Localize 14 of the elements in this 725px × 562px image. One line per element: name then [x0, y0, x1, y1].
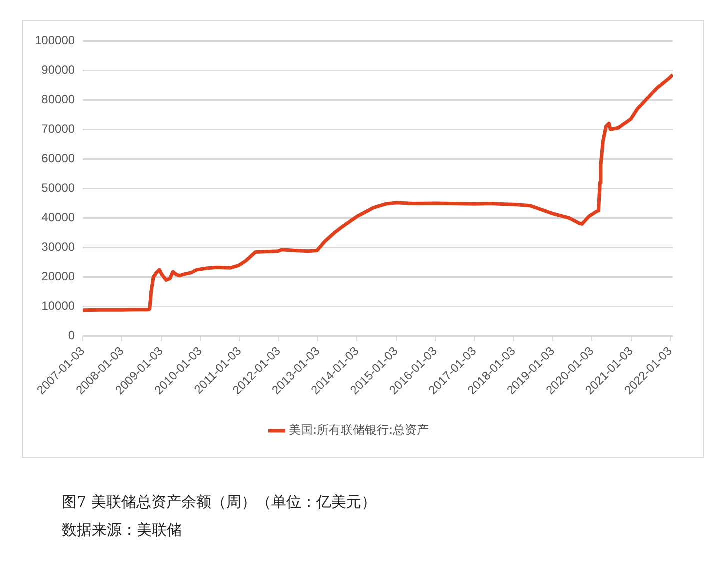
legend-label: 美国:所有联储银行:总资产 [288, 423, 430, 438]
y-tick-label: 70000 [42, 122, 76, 136]
y-tick-label: 80000 [42, 92, 76, 106]
y-tick-label: 60000 [42, 151, 76, 166]
caption: 图7 美联储总资产余额（周）（单位：亿美元） [62, 492, 376, 513]
source-note: 数据来源：美联储 [62, 520, 183, 541]
y-tick-label: 40000 [42, 210, 76, 225]
y-tick-label: 30000 [42, 240, 76, 254]
y-tick-label: 10000 [42, 299, 76, 314]
y-tick-label: 50000 [42, 181, 76, 196]
y-tick-label: 0 [68, 328, 76, 343]
y-tick-label: 90000 [42, 62, 76, 77]
y-tick-label: 100000 [34, 33, 76, 48]
y-tick-label: 20000 [42, 270, 76, 284]
